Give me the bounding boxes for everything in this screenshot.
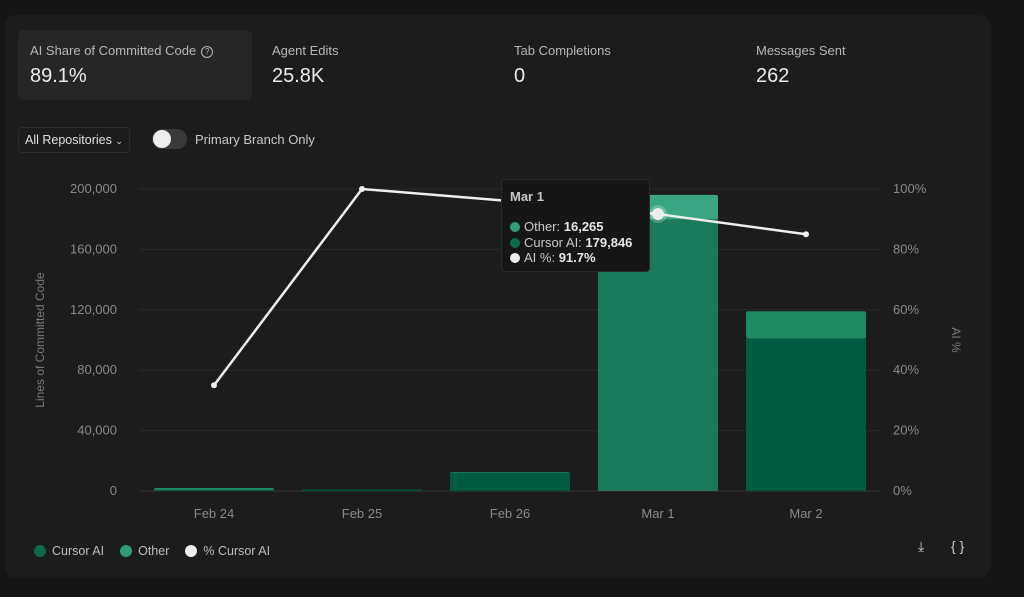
y-right-tick-label: 40% [893, 362, 919, 377]
stat-ai-share[interactable]: AI Share of Committed Code? 89.1% [18, 30, 252, 100]
legend-label: Other [138, 544, 170, 558]
stat-label: Agent Edits [272, 43, 339, 58]
chart-legend: Cursor AI Other % Cursor AI [34, 544, 278, 558]
line-point [652, 208, 664, 221]
y-tick-label: 0 [110, 483, 117, 498]
tooltip-ai-label: AI %: [524, 250, 556, 265]
stat-value: 262 [756, 65, 790, 87]
tooltip-cursor-label: Cursor AI: [524, 235, 582, 250]
ai-dot-icon [510, 253, 520, 263]
x-tick-label: Feb 26 [490, 506, 530, 521]
repository-select-value: All Repositories [25, 133, 112, 147]
x-tick-label: Mar 2 [789, 506, 822, 521]
bar-cursor-ai [302, 489, 422, 491]
chart-tooltip: Mar 1 Other: 16,265 Cursor AI: 179,846 A… [501, 179, 650, 272]
stat-value: 0 [514, 65, 526, 87]
tooltip-ai-value: 91.7% [558, 250, 596, 265]
tooltip-other-value: 16,265 [563, 219, 604, 234]
line-point [211, 382, 217, 389]
tooltip-title: Mar 1 [510, 189, 544, 204]
stat-label: AI Share of Committed Code [30, 43, 197, 58]
stat-agent-edits[interactable]: Agent Edits 25.8K [260, 30, 494, 100]
stat-tab-completions[interactable]: Tab Completions 0 [502, 30, 736, 100]
bar-cursor-ai [154, 489, 274, 491]
line-point [803, 231, 809, 238]
x-tick-label: Feb 25 [342, 506, 382, 521]
line-point [359, 186, 365, 192]
legend-other[interactable]: Other [120, 544, 169, 558]
code-braces-icon[interactable]: { } [951, 538, 965, 554]
y-right-tick-label: 100% [893, 181, 927, 196]
y-right-tick-label: 0% [893, 483, 912, 498]
y-right-tick-label: 20% [893, 423, 919, 438]
stat-messages-sent[interactable]: Messages Sent 262 [744, 30, 978, 100]
x-tick-label: Feb 24 [194, 506, 234, 521]
legend-label: % Cursor AI [203, 544, 271, 558]
primary-branch-label: Primary Branch Only [195, 132, 315, 147]
y-axis-label: Lines of Committed Code [33, 272, 47, 408]
bar-other [450, 472, 570, 473]
stat-label: Tab Completions [514, 43, 611, 58]
stat-label: Messages Sent [756, 43, 846, 58]
bar-cursor-ai [450, 472, 570, 491]
bar-other [154, 487, 274, 490]
bar-other [746, 311, 866, 339]
stat-value: 89.1% [30, 65, 87, 87]
primary-branch-toggle[interactable] [152, 129, 187, 149]
other-dot-icon [510, 222, 520, 232]
legend-cursor-ai[interactable]: Cursor AI [34, 544, 104, 558]
bar-cursor-ai [746, 338, 866, 491]
y-right-tick-label: 80% [893, 241, 919, 256]
legend-percent-cursor-ai[interactable]: % Cursor AI [185, 544, 270, 558]
y-tick-label: 120,000 [70, 302, 117, 317]
y-tick-label: 200,000 [70, 181, 117, 196]
stat-value: 25.8K [272, 65, 325, 87]
y-tick-label: 160,000 [70, 241, 117, 256]
cursor-dot-icon [510, 238, 520, 248]
y-right-tick-label: 60% [893, 302, 919, 317]
toggle-knob [153, 130, 171, 148]
y-right-axis-label: AI % [949, 327, 963, 353]
tooltip-other-label: Other: [524, 219, 561, 234]
legend-label: Cursor AI [52, 544, 105, 558]
chevron-down-icon: ⌄ [115, 136, 123, 146]
x-tick-label: Mar 1 [641, 506, 674, 521]
question-circle-icon[interactable]: ? [201, 46, 214, 58]
tooltip-cursor-value: 179,846 [585, 235, 633, 250]
y-tick-label: 80,000 [77, 362, 117, 377]
y-tick-label: 40,000 [77, 423, 117, 438]
download-icon[interactable]: ⤓ [918, 538, 925, 554]
repository-select[interactable]: All Repositories ⌄ [18, 127, 130, 153]
